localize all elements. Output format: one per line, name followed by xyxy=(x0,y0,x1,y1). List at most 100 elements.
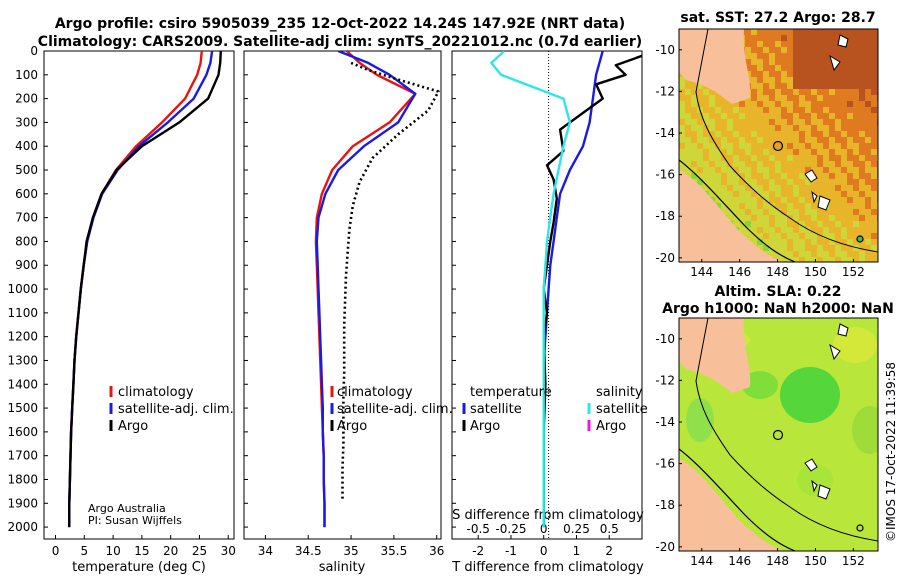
sst-cell xyxy=(871,167,877,173)
sst-cell xyxy=(781,59,787,65)
sst-cell xyxy=(847,197,853,203)
sst-cell xyxy=(859,209,865,215)
sst-cell xyxy=(835,95,841,101)
sst-cell xyxy=(799,113,805,119)
sst-cell xyxy=(865,119,871,125)
sst-cell xyxy=(679,149,685,155)
sst-cell xyxy=(697,149,703,155)
sst-cell xyxy=(703,179,709,185)
sst-cell xyxy=(739,191,745,197)
depth-tick-label: 100 xyxy=(15,68,38,82)
sla-float-marker xyxy=(772,429,784,441)
sst-cell xyxy=(751,167,757,173)
sst-cell xyxy=(805,209,811,215)
sst-cell xyxy=(793,113,799,119)
sst-cell xyxy=(859,119,865,125)
sst-cell xyxy=(829,101,835,107)
sla-float-marker-2 xyxy=(856,524,864,532)
sst-cell xyxy=(733,161,739,167)
sst-cell xyxy=(871,239,877,245)
sst-cell xyxy=(793,143,799,149)
sst-cell xyxy=(733,215,739,221)
sst-cell xyxy=(811,107,817,113)
sst-cell xyxy=(823,191,829,197)
sst-cell xyxy=(787,101,793,107)
sst-cell xyxy=(721,191,727,197)
sst-cell xyxy=(751,131,757,137)
sst-cell xyxy=(787,233,793,239)
sst-cell xyxy=(835,251,841,257)
sla-blob-1 xyxy=(780,367,840,423)
sst-cell xyxy=(817,95,823,101)
sst-cell xyxy=(787,107,793,113)
sst-cell xyxy=(823,47,829,53)
x2-tick-label: -0.25 xyxy=(495,522,526,536)
sst-cell xyxy=(793,89,799,95)
sst-cell xyxy=(859,185,865,191)
sst-cell xyxy=(775,125,781,131)
sst-cell xyxy=(739,143,745,149)
sst-cell xyxy=(841,197,847,203)
sst-cell xyxy=(787,71,793,77)
sst-cell xyxy=(763,41,769,47)
sst-cell xyxy=(835,245,841,251)
sst-cell xyxy=(757,161,763,167)
sst-cell xyxy=(781,245,787,251)
sst-cell xyxy=(859,143,865,149)
sst-cell xyxy=(823,233,829,239)
sst-cell xyxy=(769,239,775,245)
sst-cell xyxy=(757,185,763,191)
sst-cell xyxy=(805,47,811,53)
sst-cell xyxy=(781,107,787,113)
sst-cell xyxy=(709,119,715,125)
sst-cell xyxy=(679,83,685,89)
sst-cell xyxy=(805,161,811,167)
sst-cell xyxy=(823,227,829,233)
sst-cell xyxy=(853,173,859,179)
sst-cell xyxy=(817,143,823,149)
sst-cell xyxy=(841,113,847,119)
sst-cell xyxy=(841,203,847,209)
sst-cell xyxy=(829,119,835,125)
sst-cell xyxy=(793,191,799,197)
sst-cell xyxy=(703,149,709,155)
sst-cell xyxy=(751,125,757,131)
sst-cell xyxy=(829,41,835,47)
sst-cell xyxy=(769,53,775,59)
sst-cell xyxy=(829,155,835,161)
sst-cell xyxy=(853,233,859,239)
sst-cell xyxy=(793,155,799,161)
sst-cell xyxy=(787,89,793,95)
sst-cell xyxy=(763,77,769,83)
sst-cell xyxy=(847,209,853,215)
sst-cell xyxy=(751,59,757,65)
sst-cell xyxy=(709,173,715,179)
difference-legend: temperature salinity satellite Argo sate… xyxy=(462,385,648,434)
legend-satellite-label: satellite-adj. clim. xyxy=(118,402,234,417)
sst-cell xyxy=(835,209,841,215)
sst-cell xyxy=(739,101,745,107)
sst-cell xyxy=(847,125,853,131)
sst-cell xyxy=(787,197,793,203)
sst-cell xyxy=(781,203,787,209)
sst-cell xyxy=(793,53,799,59)
sst-cell xyxy=(721,197,727,203)
sst-cell xyxy=(829,197,835,203)
sst-cell xyxy=(793,161,799,167)
sst-cell xyxy=(829,131,835,137)
sst-cell xyxy=(685,101,691,107)
x2-tick-label: 0.25 xyxy=(563,522,590,536)
sst-cell xyxy=(745,107,751,113)
sst-cell xyxy=(769,221,775,227)
sst-cell xyxy=(775,131,781,137)
sst-cell xyxy=(751,65,757,71)
sst-cell xyxy=(691,137,697,143)
sst-cell xyxy=(721,137,727,143)
sla-bathymetry-contour xyxy=(695,318,878,542)
sst-cell xyxy=(781,197,787,203)
sst-cell xyxy=(685,155,691,161)
sst-cell xyxy=(847,29,853,35)
sst-cell xyxy=(799,209,805,215)
sst-cell xyxy=(697,131,703,137)
sst-cell xyxy=(799,185,805,191)
